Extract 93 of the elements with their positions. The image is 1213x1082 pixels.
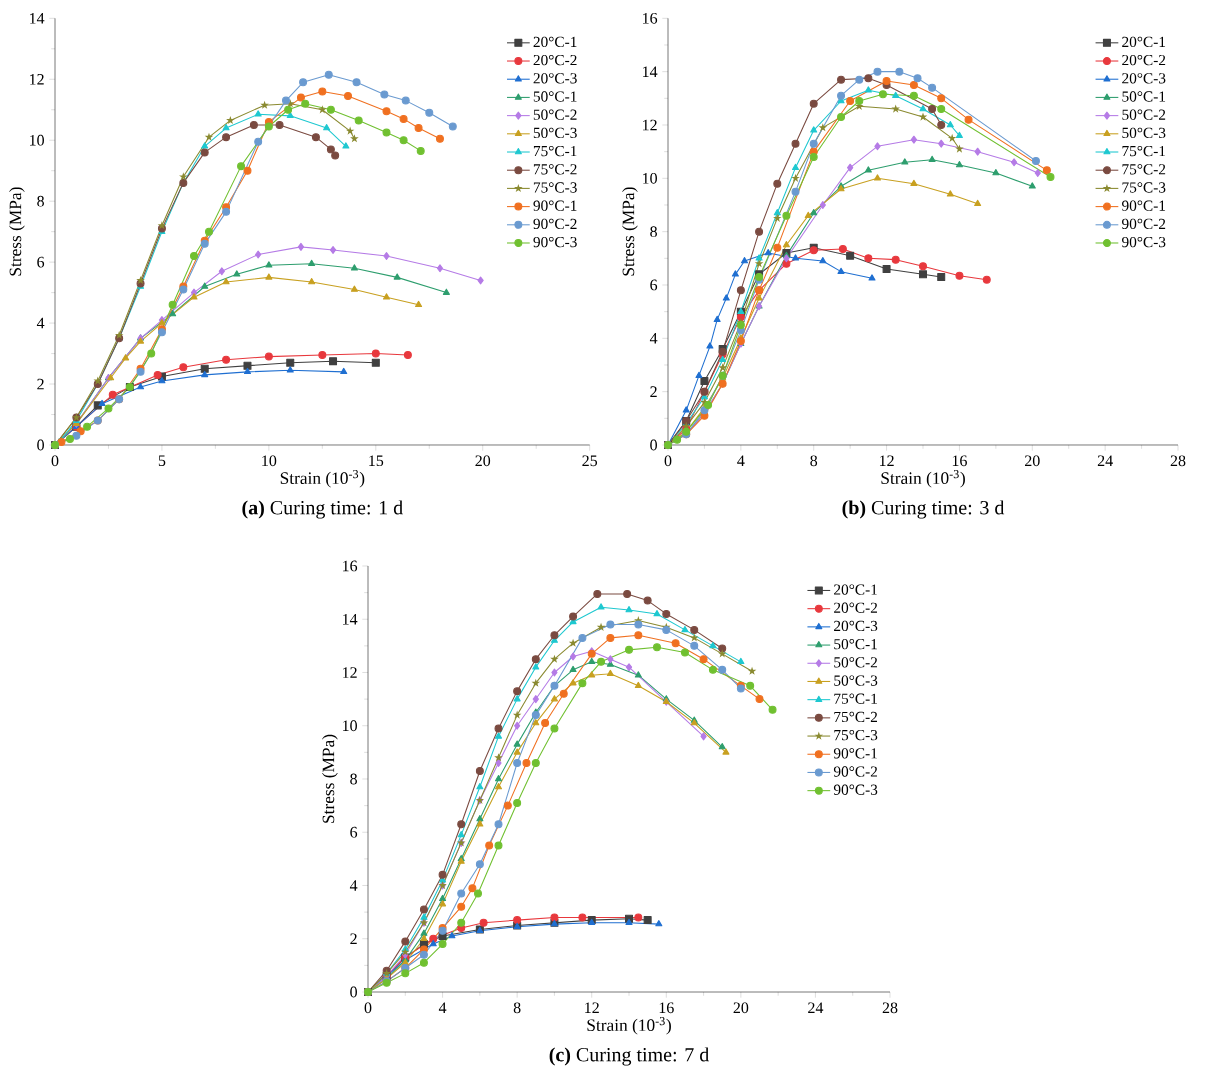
legend-label: 75°C-1 bbox=[533, 145, 577, 157]
legend-label: 50°C-3 bbox=[533, 127, 577, 139]
legend-label: 50°C-2 bbox=[834, 657, 878, 668]
x-tick-label: 28 bbox=[882, 1002, 898, 1014]
x-tick-label: 5 bbox=[158, 455, 166, 467]
legend-label: 90°C-1 bbox=[533, 200, 577, 211]
x-tick-label: 24 bbox=[1097, 455, 1113, 466]
legend-label: 50°C-1 bbox=[834, 638, 877, 650]
x-tick-label: 20 bbox=[475, 455, 491, 467]
y-tick-label: 10 bbox=[30, 134, 44, 146]
legend-label: 75°C-3 bbox=[834, 729, 878, 741]
legend-label: 20°C-3 bbox=[1122, 73, 1166, 84]
y-axis-title: Stress (MPa) bbox=[622, 187, 638, 276]
y-tick-label: 16 bbox=[343, 560, 358, 572]
y-tick-label: 14 bbox=[343, 613, 358, 625]
x-tick-label: 12 bbox=[585, 1002, 599, 1013]
legend-label: 90°C-2 bbox=[1122, 218, 1166, 230]
x-tick-label: 20 bbox=[1025, 455, 1040, 467]
x-axis-title: Strain (10$^{-3}$) bbox=[587, 1017, 671, 1035]
x-tick-label: 8 bbox=[513, 1002, 521, 1014]
y-tick-label: 12 bbox=[343, 667, 357, 678]
legend-label: 20°C-2 bbox=[533, 54, 577, 66]
y-tick-label: 12 bbox=[30, 73, 44, 85]
y-axis-title: Stress (MPa) bbox=[322, 734, 338, 823]
x-tick-label: 8 bbox=[810, 455, 818, 467]
y-tick-label: 6 bbox=[37, 256, 45, 268]
x-tick-label: 12 bbox=[879, 455, 894, 466]
legend-label: 75°C-2 bbox=[1122, 164, 1166, 175]
x-tick-label: 16 bbox=[952, 455, 967, 467]
legend-label: 90°C-3 bbox=[533, 236, 577, 248]
legend-label: 90°C-1 bbox=[1122, 200, 1166, 211]
x-tick-label: 4 bbox=[438, 1002, 447, 1013]
legend-label: 50°C-3 bbox=[1122, 127, 1166, 139]
legend-label: 50°C-3 bbox=[834, 675, 878, 686]
y-tick-label: 0 bbox=[650, 439, 657, 451]
y-tick-label: 4 bbox=[649, 333, 658, 344]
legend-label: 75°C-3 bbox=[1122, 182, 1166, 193]
y-tick-label: 6 bbox=[350, 826, 358, 838]
x-tick-label: 4 bbox=[737, 455, 745, 466]
legend-label: 75°C-2 bbox=[533, 164, 577, 175]
legend-label: 90°C-3 bbox=[1122, 236, 1166, 248]
legend-label: 20°C-2 bbox=[834, 602, 878, 613]
x-tick-label: 28 bbox=[1170, 455, 1186, 467]
x-tick-label: 24 bbox=[808, 1002, 824, 1013]
x-tick-label: 0 bbox=[664, 455, 672, 467]
x-tick-label: 25 bbox=[582, 455, 598, 467]
y-tick-label: 2 bbox=[650, 386, 657, 397]
legend-label: 20°C-1 bbox=[533, 36, 577, 48]
x-tick-label: 0 bbox=[51, 455, 59, 467]
x-tick-label: 16 bbox=[659, 1002, 674, 1014]
y-tick-label: 0 bbox=[350, 986, 357, 998]
y-tick-label: 2 bbox=[350, 933, 357, 945]
legend-label: 90°C-2 bbox=[833, 766, 878, 777]
text: (b) Curing time: 3 d bbox=[842, 500, 1005, 519]
y-tick-label: 10 bbox=[343, 720, 357, 732]
legend-label: 50°C-2 bbox=[1122, 109, 1166, 120]
y-tick-label: 8 bbox=[350, 773, 357, 785]
legend-label: 90°C-1 bbox=[833, 748, 877, 759]
legend-label: 20°C-1 bbox=[1122, 36, 1166, 48]
y-tick-label: 16 bbox=[643, 12, 658, 24]
legend-label: 90°C-3 bbox=[833, 784, 878, 795]
legend-label: 20°C-3 bbox=[834, 620, 878, 632]
x-tick-label: 15 bbox=[369, 455, 384, 467]
legend-label: 75°C-3 bbox=[533, 182, 577, 193]
x-tick-label: 20 bbox=[733, 1002, 749, 1014]
x-tick-label: 10 bbox=[262, 455, 277, 467]
legend-label: 75°C-1 bbox=[1122, 145, 1166, 157]
legend-label: 75°C-2 bbox=[834, 711, 878, 723]
legend-label: 90°C-2 bbox=[533, 218, 577, 230]
legend-label: 50°C-2 bbox=[533, 109, 577, 120]
legend-label: 50°C-1 bbox=[1122, 91, 1166, 102]
y-tick-label: 2 bbox=[37, 378, 44, 390]
y-axis-title: Stress (MPa) bbox=[9, 187, 25, 276]
text: (a) Curing time: 1 d bbox=[242, 500, 403, 519]
text: (c) Curing time: 7 d bbox=[549, 1047, 710, 1066]
y-tick-label: 6 bbox=[650, 279, 658, 291]
legend-label: 20°C-3 bbox=[533, 73, 577, 84]
y-tick-label: 10 bbox=[643, 172, 657, 184]
y-tick-label: 8 bbox=[650, 226, 657, 238]
legend-label: 20°C-2 bbox=[1122, 54, 1166, 66]
y-tick-label: 0 bbox=[37, 439, 44, 451]
y-tick-label: 4 bbox=[36, 317, 45, 329]
y-tick-label: 14 bbox=[30, 13, 45, 24]
y-tick-label: 14 bbox=[643, 66, 658, 77]
y-tick-label: 8 bbox=[37, 195, 44, 207]
legend-label: 20°C-1 bbox=[834, 584, 877, 595]
y-tick-label: 12 bbox=[643, 119, 657, 131]
x-tick-label: 0 bbox=[364, 1002, 372, 1014]
x-axis-title: Strain (10$^{-3}$) bbox=[881, 470, 965, 488]
x-axis-title: Strain (10$^{-3}$) bbox=[280, 470, 365, 488]
legend-label: 50°C-1 bbox=[533, 91, 577, 102]
legend-label: 75°C-1 bbox=[834, 693, 877, 704]
y-tick-label: 4 bbox=[349, 880, 358, 891]
